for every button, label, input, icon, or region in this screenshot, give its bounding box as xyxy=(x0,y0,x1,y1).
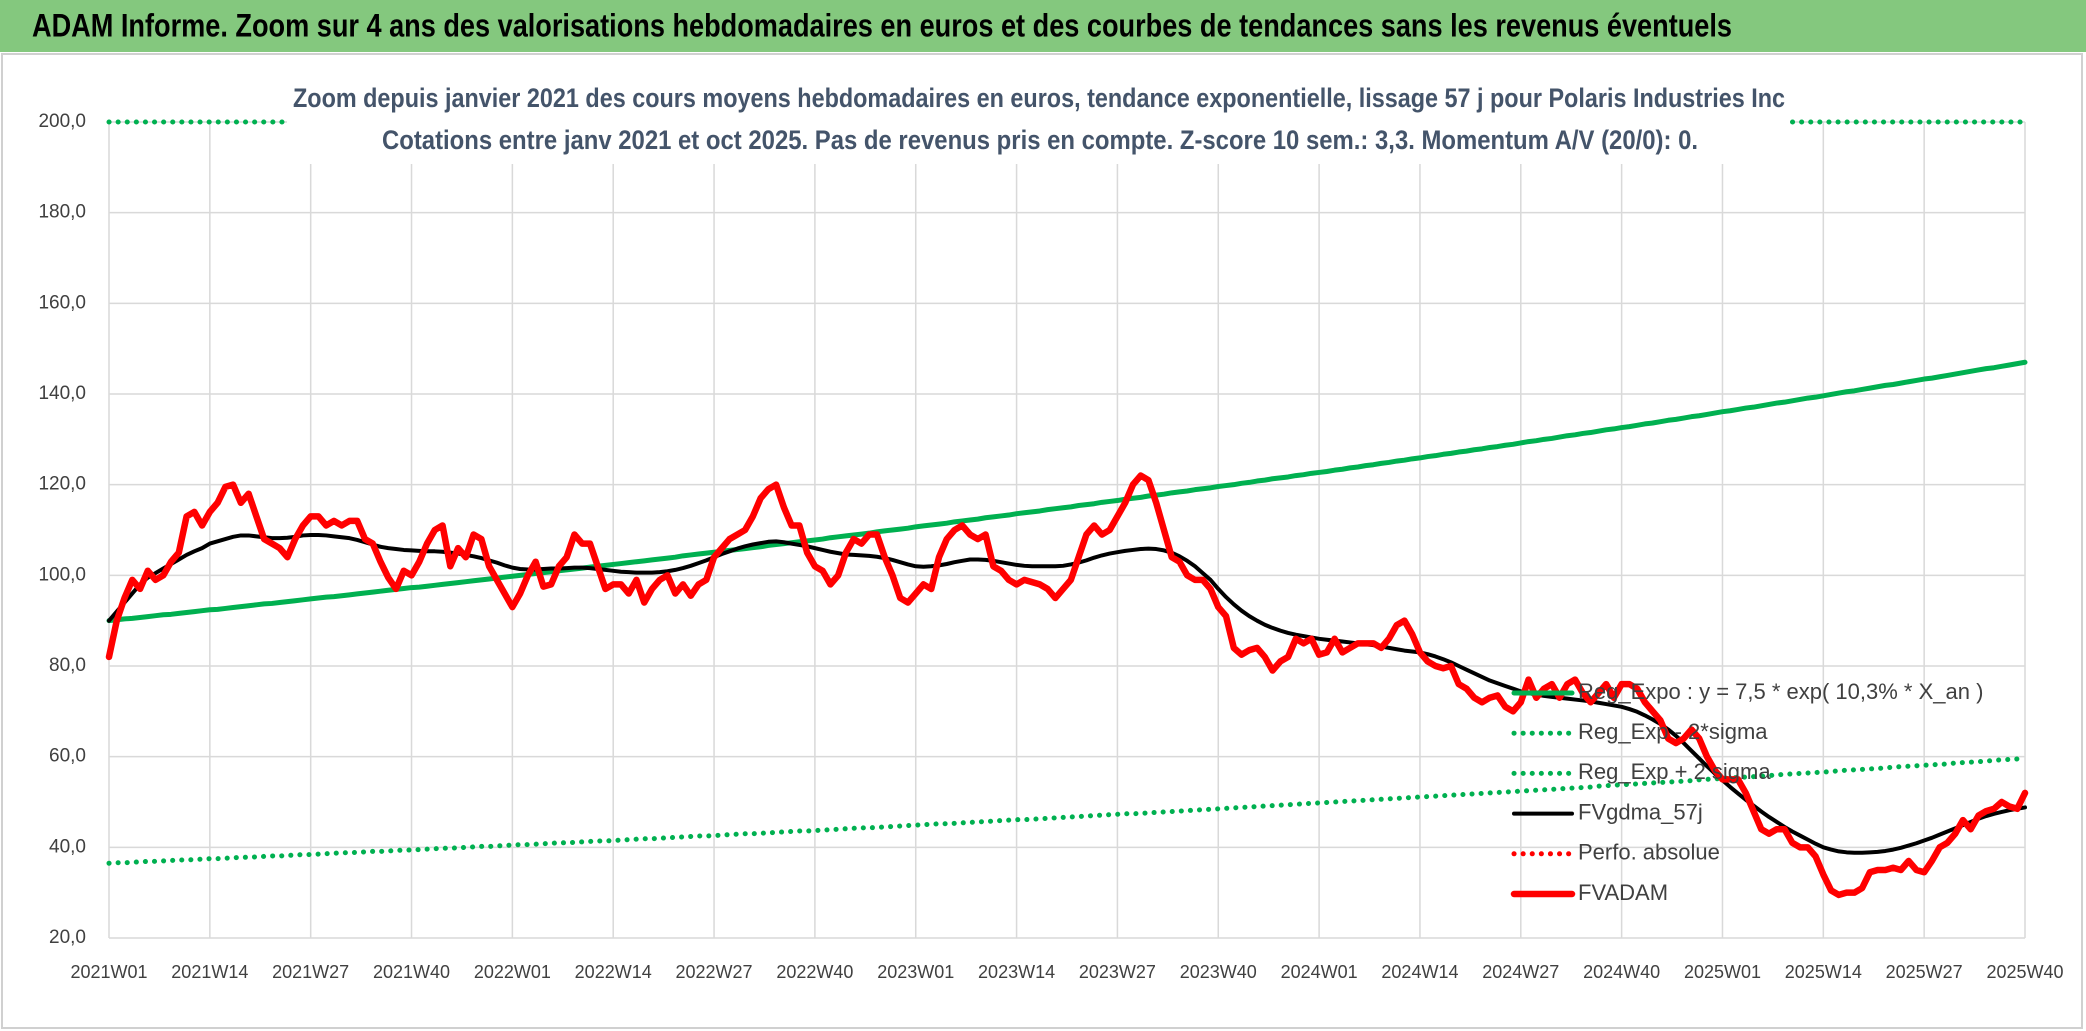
y-tick-label: 120,0 xyxy=(38,474,86,495)
subtitle-box xyxy=(287,76,1790,164)
x-tick-label: 2022W27 xyxy=(676,962,753,982)
chart-subtitle: Cotations entre janv 2021 et oct 2025. P… xyxy=(382,125,1698,155)
y-tick-label: 160,0 xyxy=(38,292,86,313)
y-tick-label: 100,0 xyxy=(38,564,86,585)
legend-label: Reg_Exp - 2*sigma xyxy=(1578,719,1768,744)
series-line xyxy=(107,532,2027,855)
series-line xyxy=(105,472,2029,899)
legend-label: Reg_Expo : y = 7,5 * exp( 10,3% * X_an ) xyxy=(1578,679,1983,704)
y-tick-label: 60,0 xyxy=(49,746,86,767)
x-tick-label: 2025W14 xyxy=(1785,962,1862,982)
legend-label: Perfo. absolue xyxy=(1578,840,1720,865)
x-tick-label: 2021W40 xyxy=(373,962,450,982)
x-tick-label: 2021W01 xyxy=(70,962,147,982)
x-tick-label: 2023W01 xyxy=(877,962,954,982)
series-line xyxy=(106,755,2028,866)
x-tick-label: 2025W01 xyxy=(1684,962,1761,982)
y-tick-label: 80,0 xyxy=(49,655,86,676)
y-tick-label: 180,0 xyxy=(38,202,86,223)
chart-frame xyxy=(1,53,2083,1029)
legend: Reg_Expo : y = 7,5 * exp( 10,3% * X_an )… xyxy=(1510,679,1983,905)
x-tick-label: 2023W40 xyxy=(1180,962,1257,982)
title-banner xyxy=(0,0,2086,52)
x-tick-label: 2023W27 xyxy=(1079,962,1156,982)
y-tick-label: 40,0 xyxy=(49,836,86,857)
x-tick-label: 2024W01 xyxy=(1281,962,1358,982)
x-tick-label: 2024W27 xyxy=(1482,962,1559,982)
chart-title: ADAM Informe. Zoom sur 4 ans des valoris… xyxy=(32,7,1732,43)
x-tick-label: 2024W14 xyxy=(1381,962,1458,982)
x-tick-label: 2022W40 xyxy=(776,962,853,982)
plot-area: 20,0 40,0 60,0 80,0 100,0 120,0 140,0 160,0 180,… xyxy=(38,111,2063,982)
x-tick-label: 2024W40 xyxy=(1583,962,1660,982)
legend-label: FVADAM xyxy=(1578,880,1668,905)
legend-label: FVgdma_57j xyxy=(1578,799,1703,824)
x-tick-label: 2023W14 xyxy=(978,962,1055,982)
x-tick-label: 2022W14 xyxy=(575,962,652,982)
y-tick-label: 20,0 xyxy=(49,927,86,948)
x-tick-label: 2021W14 xyxy=(171,962,248,982)
x-tick-label: 2021W27 xyxy=(272,962,349,982)
y-tick-label: 200,0 xyxy=(38,111,86,132)
x-tick-label: 2025W27 xyxy=(1886,962,1963,982)
series-line xyxy=(106,359,2028,624)
x-tick-label: 2022W01 xyxy=(474,962,551,982)
x-tick-label: 2025W40 xyxy=(1986,962,2063,982)
chart-subtitle: Zoom depuis janvier 2021 des cours moyen… xyxy=(293,83,1785,113)
y-tick-label: 140,0 xyxy=(38,383,86,404)
legend-label: Reg_Exp + 2 sigma xyxy=(1578,759,1771,784)
